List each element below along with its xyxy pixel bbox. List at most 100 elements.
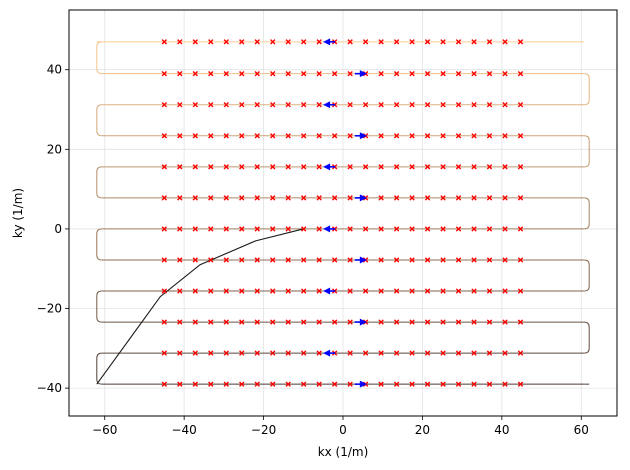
sample-marker xyxy=(517,288,524,294)
sample-marker xyxy=(378,381,384,387)
sample-marker xyxy=(254,350,260,356)
direction-arrow-right xyxy=(359,380,367,388)
sample-marker xyxy=(270,195,276,201)
sample-marker xyxy=(316,319,322,325)
sample-marker xyxy=(270,102,276,108)
sample-marker xyxy=(409,288,415,294)
sample-marker xyxy=(440,133,446,139)
sample-marker xyxy=(177,195,183,201)
sample-marker xyxy=(502,381,508,387)
sample-marker xyxy=(208,164,214,170)
sample-marker xyxy=(331,257,338,263)
sample-marker xyxy=(300,195,307,201)
sample-marker xyxy=(455,195,462,201)
sample-marker xyxy=(486,257,493,263)
sample-marker xyxy=(471,195,477,201)
sample-marker xyxy=(161,226,167,232)
sample-marker xyxy=(270,381,276,387)
direction-arrow-right xyxy=(359,194,367,202)
sample-marker xyxy=(471,102,477,108)
sample-marker xyxy=(223,319,229,325)
sample-marker xyxy=(378,164,384,170)
sample-marker xyxy=(316,381,322,387)
sample-marker xyxy=(471,70,477,77)
sample-marker xyxy=(285,288,291,294)
turn-segment xyxy=(96,166,102,199)
sample-marker xyxy=(239,70,245,77)
sample-marker xyxy=(316,226,322,232)
sample-marker xyxy=(471,257,477,263)
sample-marker xyxy=(486,350,493,356)
sample-marker xyxy=(223,288,229,294)
sample-marker xyxy=(254,133,260,139)
sample-marker xyxy=(223,102,229,108)
sample-marker xyxy=(285,319,291,325)
sample-marker xyxy=(455,70,462,77)
sample-marker xyxy=(177,257,183,263)
sample-marker xyxy=(300,102,307,108)
sample-marker xyxy=(393,133,400,139)
sample-marker xyxy=(316,102,322,108)
sample-marker xyxy=(254,164,260,170)
turn-segment xyxy=(584,73,590,106)
sample-marker xyxy=(300,257,307,263)
sample-marker xyxy=(239,257,245,263)
sample-marker xyxy=(239,319,245,325)
sample-marker xyxy=(440,70,446,77)
direction-arrow-left xyxy=(323,163,331,171)
sample-marker xyxy=(161,350,167,356)
sample-marker xyxy=(440,102,446,108)
sample-marker xyxy=(486,381,493,387)
sample-marker xyxy=(300,319,307,325)
sample-marker xyxy=(347,39,353,45)
sample-marker xyxy=(362,164,369,170)
sample-marker xyxy=(471,381,477,387)
sample-marker xyxy=(270,39,276,45)
sample-marker xyxy=(409,350,415,356)
sample-marker xyxy=(239,102,245,108)
sample-marker xyxy=(223,350,229,356)
sample-marker xyxy=(424,288,431,294)
sample-marker xyxy=(424,381,431,387)
sample-marker xyxy=(285,133,291,139)
sample-marker xyxy=(177,39,183,45)
sample-marker xyxy=(192,350,198,356)
sample-marker xyxy=(455,39,462,45)
sample-marker xyxy=(502,195,508,201)
sample-marker xyxy=(254,39,260,45)
sample-marker xyxy=(362,288,369,294)
sample-marker xyxy=(393,39,400,45)
sample-marker xyxy=(393,164,400,170)
sample-marker xyxy=(424,257,431,263)
sample-marker xyxy=(192,195,198,201)
sample-marker xyxy=(502,70,508,77)
direction-arrow-right xyxy=(359,256,367,264)
sample-marker xyxy=(517,350,524,356)
direction-arrow-right xyxy=(359,132,367,140)
sample-marker xyxy=(331,133,338,139)
sample-marker xyxy=(331,195,338,201)
lead-in-curve xyxy=(96,228,304,385)
sample-marker xyxy=(486,164,493,170)
sample-marker xyxy=(347,350,353,356)
sample-marker xyxy=(254,226,260,232)
sample-marker xyxy=(285,39,291,45)
turn-segment xyxy=(584,259,590,292)
sample-marker xyxy=(192,102,198,108)
sample-marker xyxy=(378,319,384,325)
sample-marker xyxy=(161,288,167,294)
sample-marker xyxy=(161,319,167,325)
sample-marker xyxy=(223,257,229,263)
turn-segment xyxy=(584,135,590,168)
sample-marker xyxy=(177,133,183,139)
sample-marker xyxy=(316,257,322,263)
turn-segment xyxy=(96,104,102,137)
sample-marker xyxy=(502,226,508,232)
sample-marker xyxy=(285,257,291,263)
sample-marker xyxy=(424,195,431,201)
sample-marker xyxy=(502,102,508,108)
x-axis-label: kx (1/m) xyxy=(318,445,369,459)
sample-marker xyxy=(316,39,322,45)
